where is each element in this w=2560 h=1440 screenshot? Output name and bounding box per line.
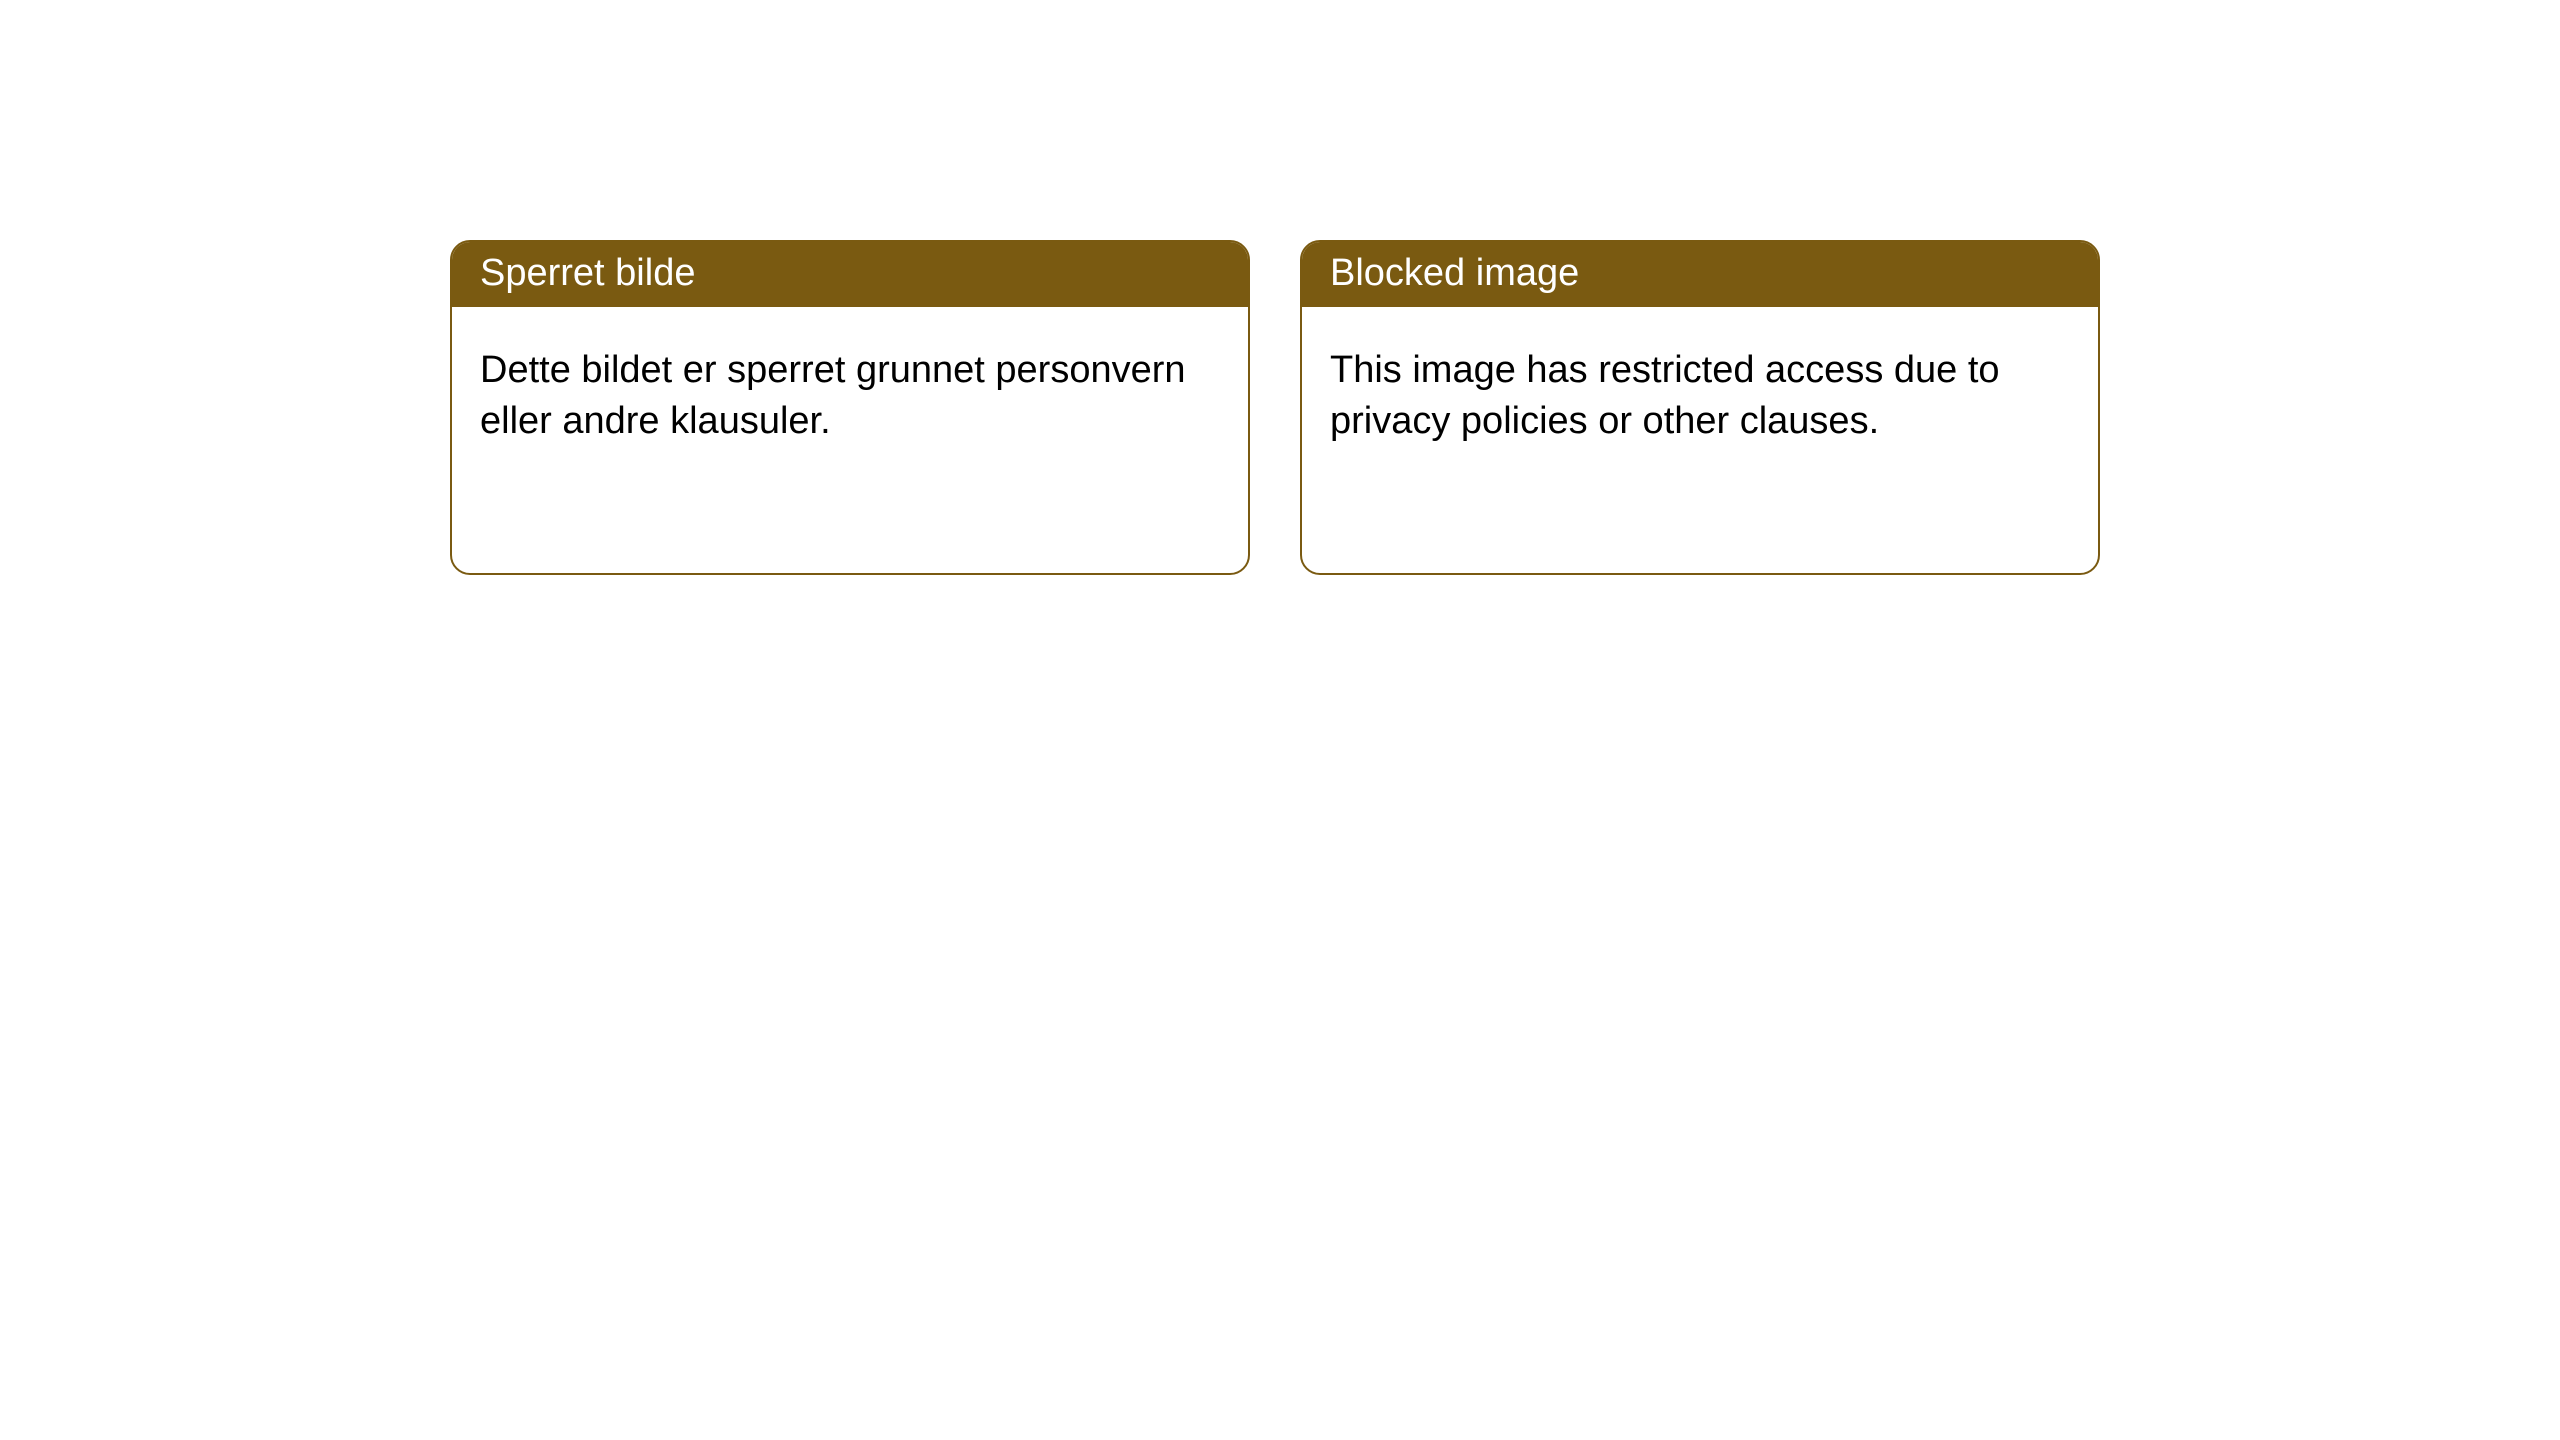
- card-header-english: Blocked image: [1302, 242, 2098, 307]
- card-body-norwegian: Dette bildet er sperret grunnet personve…: [452, 307, 1248, 486]
- cards-container: Sperret bilde Dette bildet er sperret gr…: [0, 0, 2560, 575]
- blocked-image-card-norwegian: Sperret bilde Dette bildet er sperret gr…: [450, 240, 1250, 575]
- card-body-english: This image has restricted access due to …: [1302, 307, 2098, 486]
- blocked-image-card-english: Blocked image This image has restricted …: [1300, 240, 2100, 575]
- card-header-norwegian: Sperret bilde: [452, 242, 1248, 307]
